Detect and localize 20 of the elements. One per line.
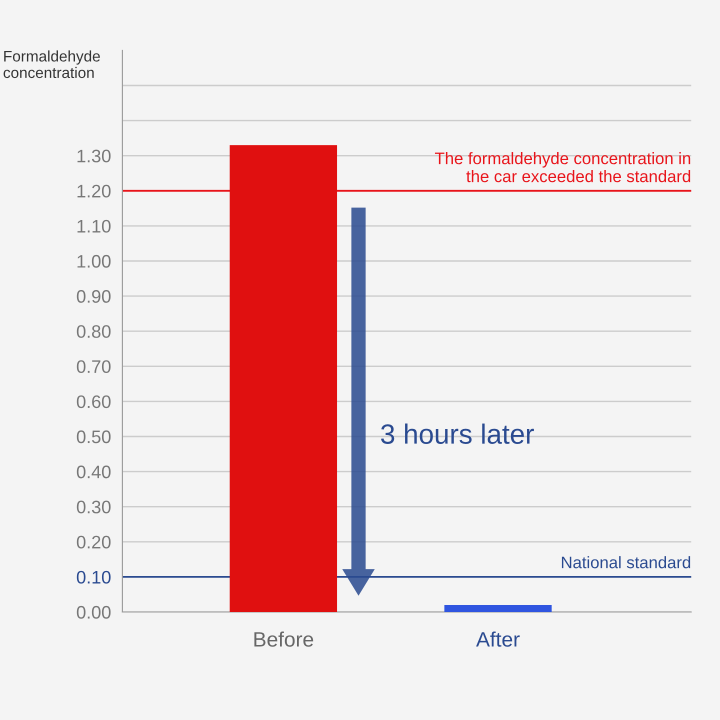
y-tick-label: 1.10: [78, 220, 111, 233]
y-tick-label: 0.40: [76, 466, 111, 478]
y-tick-label: 0.00: [76, 606, 111, 619]
y-axis-title: Formaldehyde concentration: [4, 50, 100, 78]
y-tick-label: 1.30: [78, 150, 111, 162]
y-tick-label: 0.80: [76, 325, 111, 338]
y-tick-label: 0.60: [76, 395, 111, 408]
y-tick-label: 1.00: [78, 254, 111, 268]
x-tick-label: Before: [254, 631, 314, 647]
y-tick-label: 1.20: [78, 184, 111, 198]
ref-line-label: National standard: [562, 556, 690, 568]
y-tick-label: 0.10: [76, 570, 111, 584]
y-tick-label: 0.50: [76, 430, 111, 444]
y-tick-label: 0.20: [76, 536, 111, 549]
x-tick-label: After: [476, 631, 520, 647]
y-tick-label: 0.30: [76, 500, 111, 514]
y-tick-label: 0.70: [76, 360, 111, 374]
ref-line-label: The formaldehyde concentration in the car exceeded the standard: [434, 152, 690, 182]
y-tick-label: 0.90: [76, 290, 111, 303]
annotation: 3 hours later: [381, 424, 534, 444]
